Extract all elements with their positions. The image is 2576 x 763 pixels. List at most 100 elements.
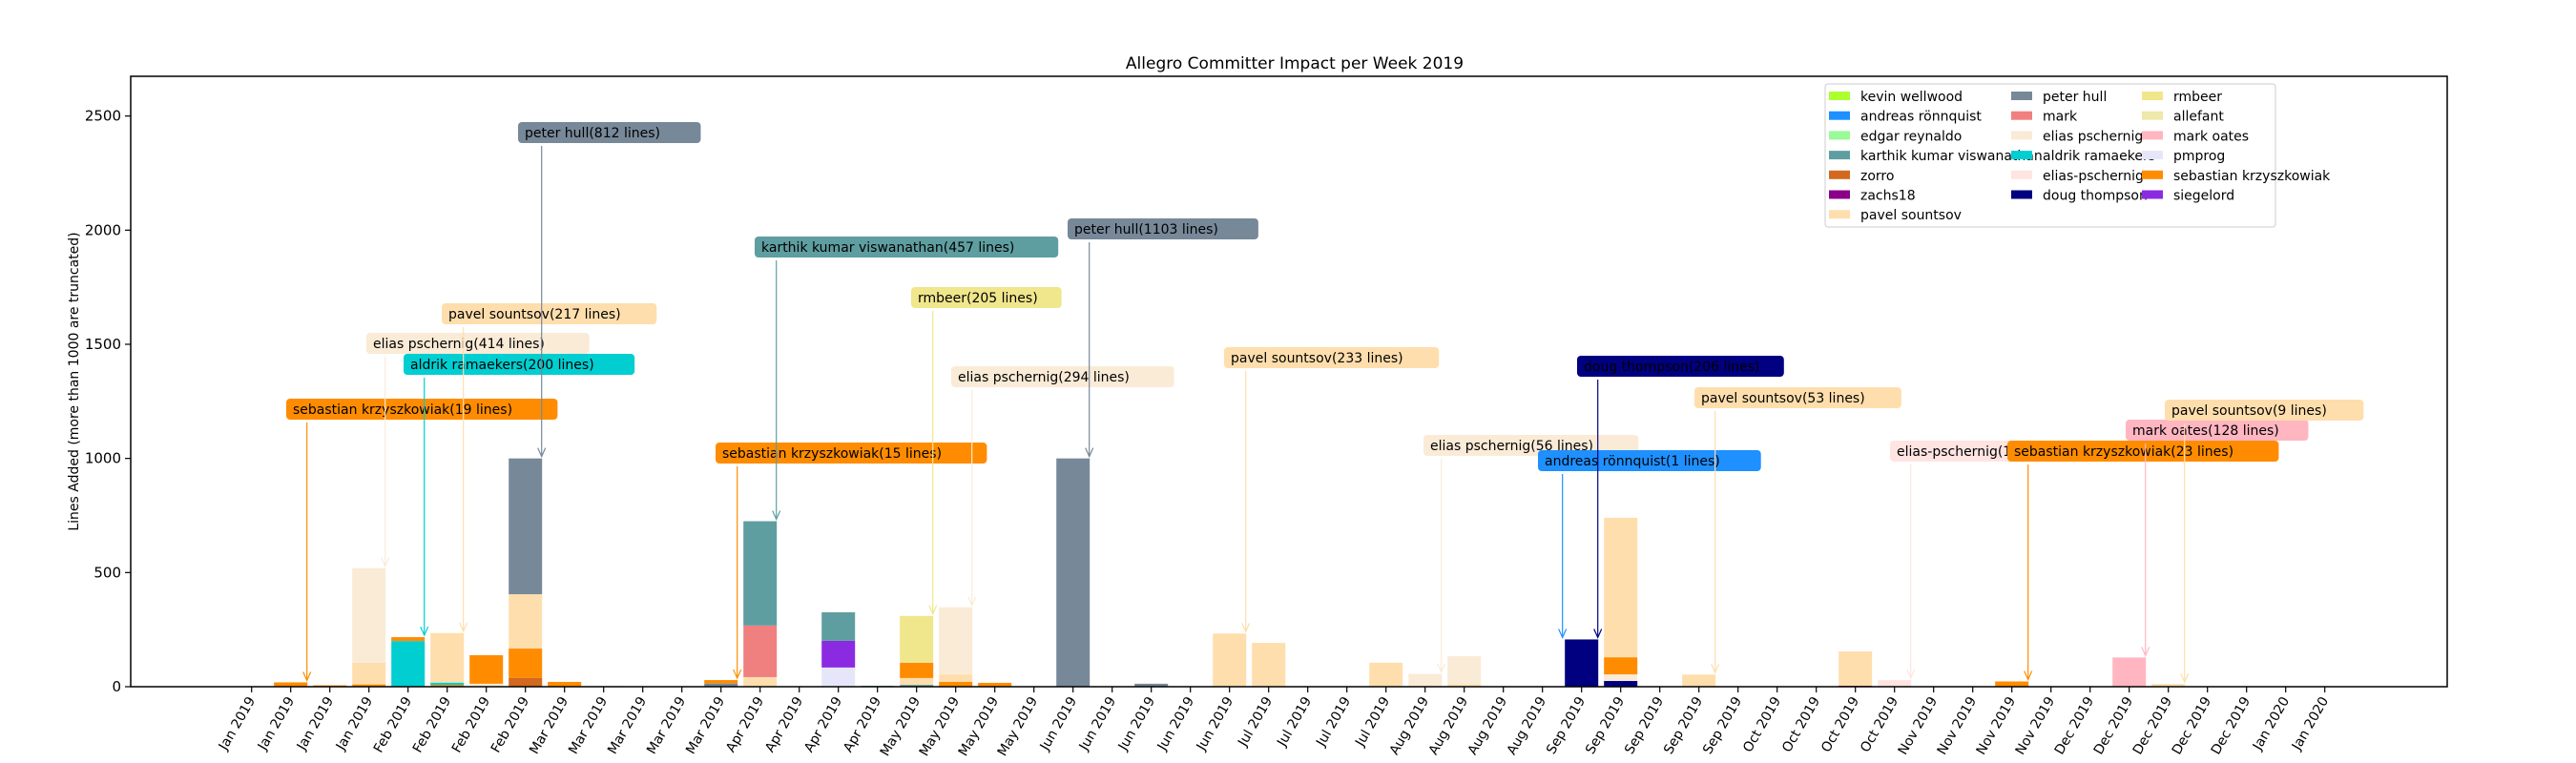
bar-segment-elias-pschernig-week-30 xyxy=(1408,673,1443,687)
legend-swatch xyxy=(2011,190,2032,199)
bar-segment-peter-hull-week-21 xyxy=(1056,458,1091,687)
bar-segment-pavel-sountsov-week-7 xyxy=(509,594,543,650)
bars-layer xyxy=(274,458,2186,687)
arrowhead-icon xyxy=(2141,647,2150,657)
bar-segment-siegelord-week-15 xyxy=(821,640,856,668)
arrowhead-icon xyxy=(1085,447,1094,459)
bar-segment-pavel-sountsov-week-3 xyxy=(352,662,386,685)
bar-segment-sebastian-krzyszkowiak-week-12 xyxy=(704,680,738,684)
bar-segment-aldrik-ramaekers-week-4 xyxy=(391,641,426,687)
annotation-label: sebastian krzyszkowiak(19 lines) xyxy=(293,402,512,418)
legend-swatch xyxy=(2011,92,2032,100)
legend-swatch xyxy=(2142,151,2163,160)
annotation-label: pavel sountsov(53 lines) xyxy=(1701,391,1865,406)
legend-swatch xyxy=(1829,92,1850,100)
bar-segment-elias-pschernig-week-3 xyxy=(352,567,386,663)
annotation-box xyxy=(1224,347,1440,368)
legend-label: pmprog xyxy=(2173,149,2225,164)
bar-segment-pavel-sountsov-week-5 xyxy=(430,632,465,683)
legend-swatch xyxy=(2142,111,2163,120)
legend-label: kevin wellwood xyxy=(1860,90,1963,105)
bar-segment-sebastian-krzyszkowiak-week-35 xyxy=(1604,657,1638,675)
annotation-box xyxy=(518,122,701,143)
annotation-label: elias pschernig(294 lines) xyxy=(958,370,1130,385)
bar-segment-elias-pschernig-week-35 xyxy=(1604,674,1638,682)
plot-frame xyxy=(130,75,2448,688)
y-tick-label: 500 xyxy=(93,564,121,581)
bar-segment-sebastian-krzyszkowiak-week-17 xyxy=(900,662,934,678)
y-axis: 0 500 1000 1500 2000 2500 xyxy=(85,108,131,695)
bar-segment-sebastian-krzyszkowiak-week-8 xyxy=(548,681,582,687)
legend: kevin wellwood andreas rönnquist edgar rey… xyxy=(1824,83,2331,228)
bar-segment-karthik-kumar-viswanathan-week-17 xyxy=(900,685,934,687)
legend-label: mark xyxy=(2043,110,2078,125)
bar-segment-elias-pschernig-week-42 xyxy=(1878,680,1912,687)
arrowhead-icon xyxy=(772,510,781,521)
arrowhead-icon xyxy=(1711,664,1720,674)
annotation-box xyxy=(951,366,1174,387)
legend-swatch xyxy=(2142,170,2163,179)
arrowhead-icon xyxy=(1906,669,1916,680)
bar-segment-zorro-week-7 xyxy=(509,677,543,687)
bar-segment-sebastian-krzyszkowiak-week-7 xyxy=(509,649,543,678)
legend-label: zorro xyxy=(1860,169,1894,184)
bar-segment-pmprog-week-15 xyxy=(821,667,856,687)
legend-label: sebastian krzyszkowiak xyxy=(2173,169,2331,184)
bar-segment-sebastian-krzyszkowiak-week-5 xyxy=(430,685,465,687)
bar-segment-karthik-kumar-viswanathan-week-15 xyxy=(821,611,856,641)
annotation-label: doug thompson(206 lines) xyxy=(1584,360,1760,375)
arrowhead-icon xyxy=(2024,670,2033,681)
bar-segment-peter-hull-week-12 xyxy=(704,683,738,687)
bar-segment-elias-pschernig-week-18 xyxy=(939,607,973,675)
annotation-box xyxy=(1538,450,1761,471)
annotation-box xyxy=(911,287,1062,308)
legend-label: zachs18 xyxy=(1860,189,1916,204)
bar-segment-mark-week-13 xyxy=(743,625,778,677)
annotation-box xyxy=(442,303,657,324)
arrowhead-icon xyxy=(1241,622,1251,633)
legend-swatch xyxy=(1829,170,1850,179)
legend-swatch xyxy=(2011,170,2032,179)
legend-label: allefant xyxy=(2173,110,2224,125)
legend-swatch xyxy=(1829,151,1850,160)
arrowhead-icon xyxy=(2180,672,2190,684)
annotation-label: andreas rönnquist(1 lines) xyxy=(1545,454,1720,469)
bar-segment-pavel-sountsov-week-37 xyxy=(1682,674,1716,687)
legend-swatch xyxy=(2142,131,2163,140)
bar-segment-elias-pschernig-week-31 xyxy=(1447,655,1482,685)
bar-segment-peter-hull-week-7 xyxy=(509,458,543,595)
bar-segment-pavel-sountsov-week-41 xyxy=(1839,650,1873,687)
annotation-box xyxy=(2126,420,2309,441)
legend-label: peter hull xyxy=(2043,90,2107,105)
y-tick-label: 1500 xyxy=(85,336,121,353)
bar-segment-karthik-kumar-viswanathan-week-13 xyxy=(743,521,778,626)
bar-segment-mark-oates-week-48 xyxy=(2112,657,2147,687)
annotation-box xyxy=(366,333,590,354)
legend-label: siegelord xyxy=(2173,189,2234,204)
annotation-label: peter hull(1103 lines) xyxy=(1074,222,1218,237)
bar-segment-sebastian-krzyszkowiak-week-4 xyxy=(391,637,426,642)
bar-segment-pavel-sountsov-week-35 xyxy=(1604,517,1638,658)
bar-segment-sebastian-krzyszkowiak-week-45 xyxy=(1995,681,2029,687)
annotation-label: aldrik ramaekers(200 lines) xyxy=(410,358,594,373)
legend-label: rmbeer xyxy=(2173,90,2222,105)
legend-label: karthik kumar viswanathan xyxy=(1860,149,2043,164)
annotation-label: pavel sountsov(9 lines) xyxy=(2171,403,2327,419)
legend-swatch xyxy=(1829,210,1850,219)
arrowhead-icon xyxy=(537,447,547,459)
annotation-box xyxy=(1890,441,2041,462)
y-tick-label: 1000 xyxy=(85,450,121,467)
legend-label: elias pschernig xyxy=(2043,129,2143,144)
bar-segment-sebastian-krzyszkowiak-week-6 xyxy=(469,654,504,684)
bar-segment-pavel-sountsov-week-17 xyxy=(900,677,934,686)
legend-swatch xyxy=(1829,190,1850,199)
legend-label: aldrik ramaekers xyxy=(2043,149,2155,164)
bar-segment-pavel-sountsov-week-25 xyxy=(1213,633,1247,687)
arrowhead-icon xyxy=(420,626,429,637)
legend-swatch xyxy=(2142,92,2163,100)
annotation-label: karthik kumar viswanathan(457 lines) xyxy=(761,240,1014,256)
bar-segment-elias-pschernig-week-6 xyxy=(469,683,504,687)
arrowhead-icon xyxy=(459,622,468,633)
annotation-box xyxy=(2165,400,2364,421)
